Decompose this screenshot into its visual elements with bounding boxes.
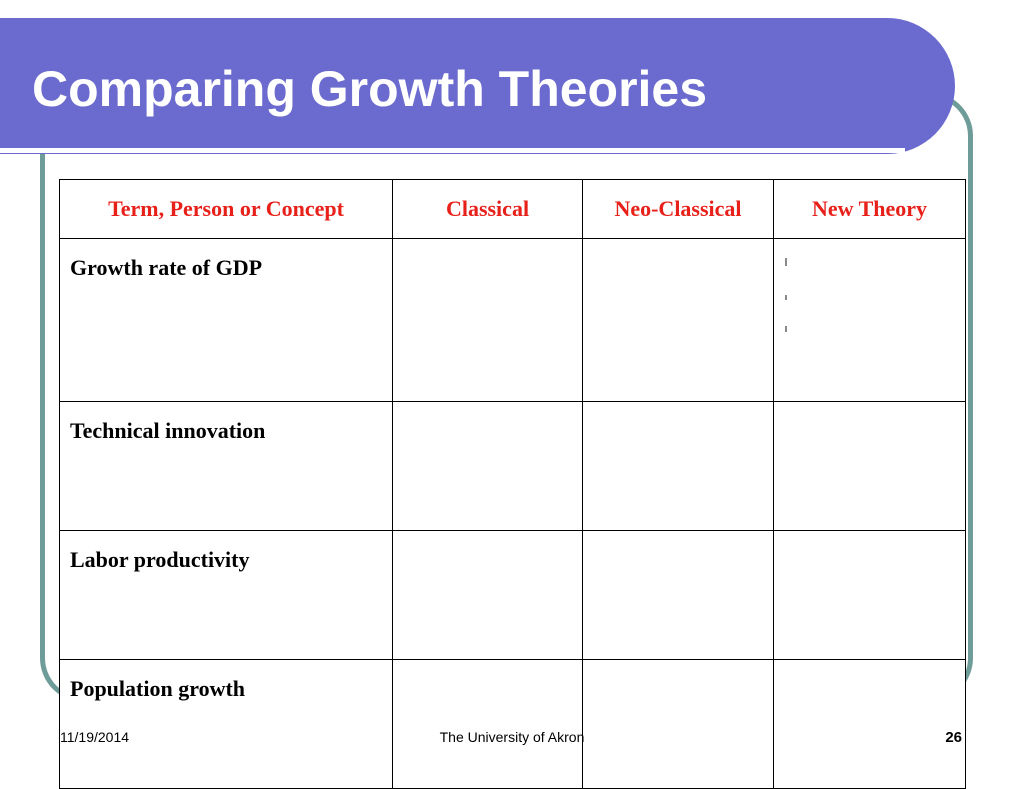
page-number: 26 (945, 729, 962, 746)
comparison-table: Term, Person or Concept Classical Neo-Cl… (59, 179, 966, 789)
header-neo-classical: Neo-Classical (582, 179, 774, 239)
row-label: Technical innovation (59, 401, 393, 531)
cell-neo-classical[interactable] (582, 659, 774, 789)
cell-new-theory[interactable] (773, 659, 966, 789)
header-term: Term, Person or Concept (59, 179, 393, 239)
slide-title: Comparing Growth Theories (32, 61, 708, 117)
cell-neo-classical[interactable] (582, 401, 774, 531)
faint-mark (785, 295, 787, 300)
cell-new-theory[interactable] (773, 530, 966, 660)
cell-classical[interactable] (392, 659, 583, 789)
title-underline (0, 148, 905, 153)
footer-organization: The University of Akron (439, 729, 585, 745)
cell-neo-classical[interactable] (582, 530, 774, 660)
table-row: Labor productivity (59, 530, 966, 660)
footer-date: 11/19/2014 (60, 729, 130, 745)
header-new-theory: New Theory (773, 179, 966, 239)
table-row: Growth rate of GDP (59, 238, 966, 402)
cell-neo-classical[interactable] (582, 238, 774, 402)
title-bar: Comparing Growth Theories (0, 18, 955, 154)
row-label: Labor productivity (59, 530, 393, 660)
faint-mark (785, 326, 787, 332)
row-label: Population growth (59, 659, 393, 789)
cell-classical[interactable] (392, 530, 583, 660)
header-classical: Classical (392, 179, 583, 239)
cell-classical[interactable] (392, 238, 583, 402)
cell-classical[interactable] (392, 401, 583, 531)
cell-new-theory[interactable] (773, 238, 966, 402)
row-label: Growth rate of GDP (59, 238, 393, 402)
cell-new-theory[interactable] (773, 401, 966, 531)
table-row: Technical innovation (59, 401, 966, 531)
faint-mark (785, 258, 787, 266)
table-row: Population growth (59, 659, 966, 789)
table-header-row: Term, Person or Concept Classical Neo-Cl… (59, 179, 966, 239)
